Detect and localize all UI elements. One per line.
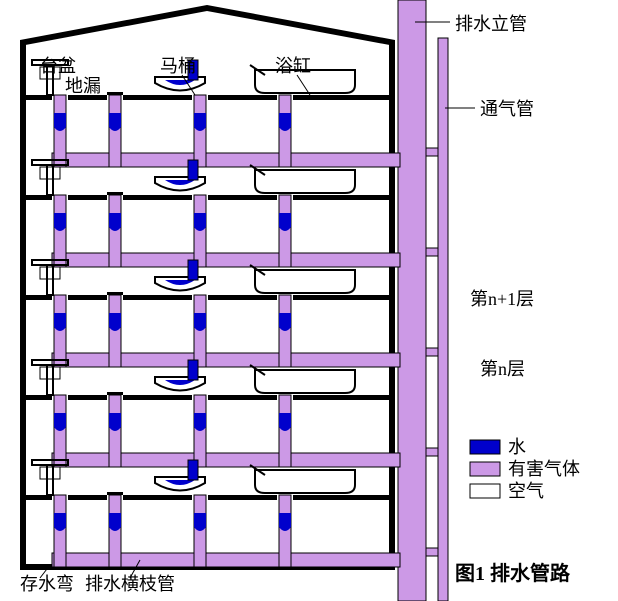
water-trap <box>194 213 206 231</box>
water-trap <box>109 213 121 231</box>
floor-drain-icon <box>107 392 123 395</box>
water-trap <box>194 313 206 331</box>
floor-drain-icon <box>107 292 123 295</box>
label-floor-n: 第n层 <box>480 359 525 379</box>
label-branch: 排水横枝管 <box>85 574 175 594</box>
branch-pipe <box>52 453 400 467</box>
water-trap <box>109 313 121 331</box>
water-trap <box>194 513 206 531</box>
branch-pipe <box>52 153 400 167</box>
bathtub-icon <box>255 270 355 293</box>
legend-water-label: 水 <box>508 437 526 457</box>
label-bathtub: 浴缸 <box>275 55 311 76</box>
floor-drain-icon <box>107 492 123 495</box>
bathtub-icon <box>255 370 355 393</box>
drain-stack <box>398 0 426 601</box>
legend-air-swatch <box>470 484 500 498</box>
water-trap <box>54 413 66 431</box>
floor-4 <box>26 460 400 567</box>
water-trap <box>194 113 206 131</box>
water-trap <box>279 113 291 131</box>
label-trap: 存水弯 <box>20 574 74 594</box>
water-trap <box>279 213 291 231</box>
floor-1 <box>26 160 400 267</box>
floor-drain-icon <box>107 192 123 195</box>
legend-air-label: 空气 <box>508 481 544 501</box>
drainage-diagram: 排水立管通气管 台盆地漏 马桶 浴缸第n+1层第n层存水弯排水横枝管 水有害气体空气图1… <box>0 0 618 601</box>
bathtub-icon <box>255 170 355 193</box>
water-trap <box>54 313 66 331</box>
water-trap <box>54 113 66 131</box>
water-trap <box>109 413 121 431</box>
water-trap <box>194 413 206 431</box>
legend-gas-label: 有害气体 <box>508 459 580 479</box>
water-trap <box>54 213 66 231</box>
vent-pipe <box>438 38 448 601</box>
water-trap <box>109 513 121 531</box>
water-trap <box>54 513 66 531</box>
water-trap <box>279 513 291 531</box>
legend-gas-swatch <box>470 462 500 476</box>
floor-3 <box>26 360 400 467</box>
water-trap <box>109 113 121 131</box>
branch-pipe <box>52 253 400 267</box>
branch-pipe <box>52 553 400 567</box>
branch-pipe <box>52 353 400 367</box>
label-toilet: 马桶 <box>160 56 196 76</box>
label-floor-drain: 地漏 <box>65 76 101 96</box>
legend-water-swatch <box>470 440 500 454</box>
label-drain-stack: 排水立管 <box>455 14 527 34</box>
water-trap <box>279 313 291 331</box>
label-sink: 台盆 <box>40 56 76 76</box>
floor-drain-icon <box>107 92 123 95</box>
caption: 图1 排水管路 <box>455 561 571 585</box>
bathtub-icon <box>255 470 355 493</box>
label-vent-pipe: 通气管 <box>480 99 534 119</box>
label-floor-n1: 第n+1层 <box>470 289 534 309</box>
floor-2 <box>26 260 400 367</box>
water-trap <box>279 413 291 431</box>
